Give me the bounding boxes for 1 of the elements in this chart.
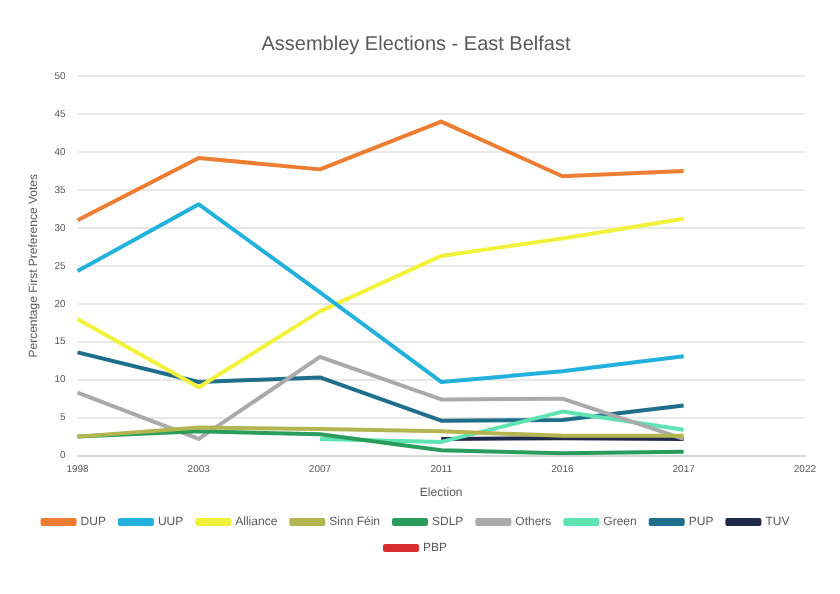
chart-title: Assembley Elections - East Belfast <box>261 33 571 56</box>
